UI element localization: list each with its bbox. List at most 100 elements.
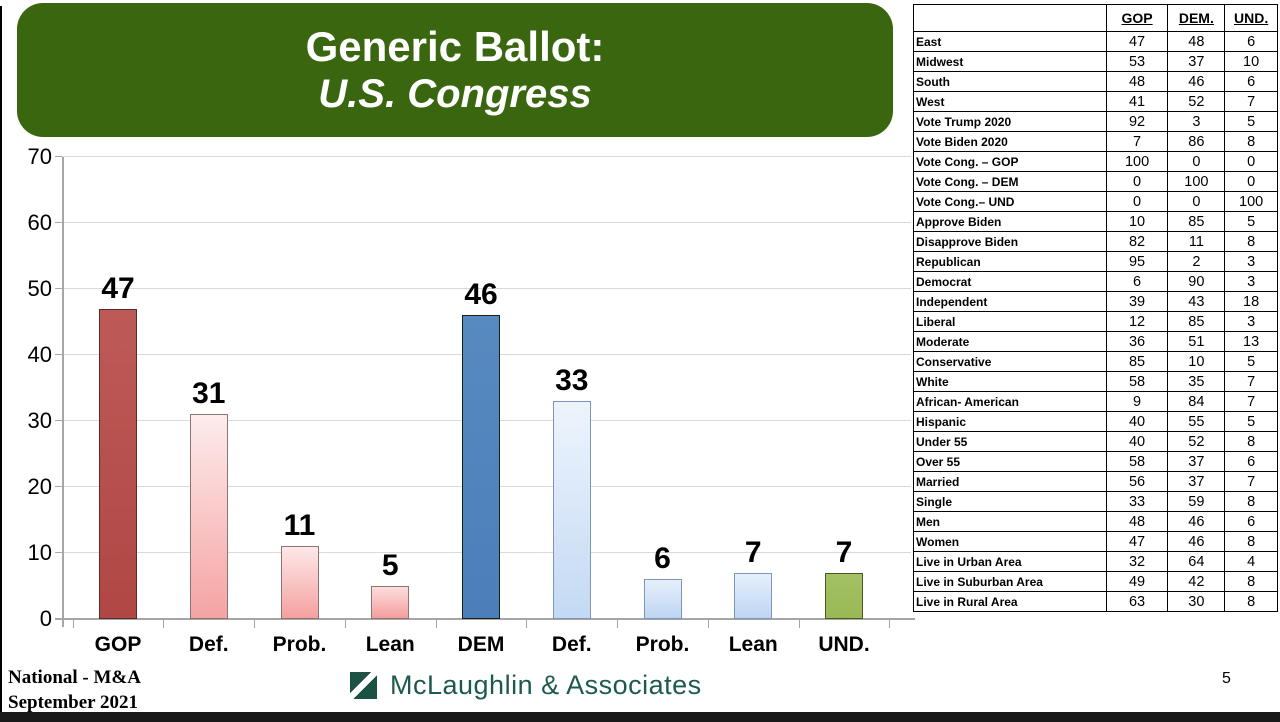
crosstab: GOP DEM. UND. East 47 48 6 Midwest 53 37 10 South 48… (913, 4, 1278, 612)
row-value: 0 (1167, 151, 1226, 172)
row-value: 3 (1167, 111, 1226, 132)
row-label: Live in Rural Area (913, 591, 1107, 612)
row-value: 41 (1105, 91, 1169, 112)
row-value: 8 (1224, 591, 1278, 612)
bar-value-label: 31 (192, 377, 226, 411)
row-label: Women (913, 531, 1107, 552)
x-category-label: DEM (457, 633, 505, 656)
x-category-label: GOP (94, 633, 142, 656)
row-label: Hispanic (913, 411, 1107, 432)
bar-lean-7 (734, 572, 773, 619)
slide-left-border (0, 6, 2, 712)
row-value: 7 (1224, 371, 1278, 392)
table-row: Vote Trump 2020 92 3 5 (913, 111, 1278, 132)
row-value: 82 (1105, 231, 1169, 252)
table-row: Men 48 46 6 (913, 511, 1278, 532)
row-label: South (913, 71, 1107, 92)
row-value: 6 (1105, 271, 1169, 292)
row-value: 33 (1105, 491, 1169, 512)
row-label: Live in Urban Area (913, 551, 1107, 572)
row-value: 10 (1224, 51, 1278, 72)
y-axis-label: 20 (27, 474, 52, 499)
row-value: 58 (1105, 371, 1169, 392)
row-label: Midwest (913, 51, 1107, 72)
row-value: 12 (1105, 311, 1169, 332)
bar-value-label: 47 (101, 271, 135, 305)
x-tick (72, 619, 74, 628)
row-value: 92 (1105, 111, 1169, 132)
table-row: Women 47 46 8 (913, 531, 1278, 552)
x-category-label: Def. (188, 633, 229, 656)
row-value: 48 (1167, 31, 1226, 52)
x-tick (254, 619, 256, 628)
row-value: 8 (1224, 531, 1278, 552)
bar-value-label: 33 (555, 364, 589, 398)
row-value: 100 (1105, 151, 1169, 172)
table-row: Disapprove Biden 82 11 8 (913, 231, 1278, 252)
row-value: 85 (1167, 311, 1226, 332)
bar-value-label: 7 (835, 535, 853, 569)
y-axis-label: 0 (39, 606, 52, 631)
row-value: 40 (1105, 411, 1169, 432)
row-label: Men (913, 511, 1107, 532)
x-tick (707, 619, 709, 628)
row-value: 5 (1224, 351, 1278, 372)
x-tick (344, 619, 346, 628)
x-axis-line (55, 618, 915, 620)
column-header: UND. (1224, 4, 1278, 32)
x-tick (617, 619, 619, 628)
row-value: 5 (1224, 211, 1278, 232)
x-category-label: Prob. (272, 633, 327, 656)
row-value: 8 (1224, 431, 1278, 452)
y-tick (55, 288, 62, 289)
table-row: Married 56 37 7 (913, 471, 1278, 492)
bar-value-label: 46 (464, 278, 498, 312)
bar-und-8 (825, 572, 863, 619)
row-label: Married (913, 471, 1107, 492)
row-value: 40 (1105, 431, 1169, 452)
row-value: 3 (1224, 311, 1278, 332)
table-row: Over 55 58 37 6 (913, 451, 1278, 472)
row-label: Over 55 (913, 451, 1107, 472)
bar-prob-6 (643, 579, 682, 619)
table-row: White 58 35 7 (913, 371, 1278, 392)
row-value: 100 (1167, 171, 1226, 192)
table-row: Independent 39 43 18 (913, 291, 1278, 312)
row-value: 3 (1224, 251, 1278, 272)
row-value: 0 (1224, 151, 1278, 172)
crosstab-table: GOP DEM. UND. East 47 48 6 Midwest 53 37 10 South 48… (913, 4, 1278, 612)
row-value: 10 (1105, 211, 1169, 232)
row-label: Republican (913, 251, 1107, 272)
row-value: 37 (1167, 471, 1226, 492)
row-value: 30 (1167, 591, 1226, 612)
y-gridline (62, 288, 911, 289)
row-value: 37 (1167, 51, 1226, 72)
row-value: 58 (1105, 451, 1169, 472)
row-value: 85 (1167, 211, 1226, 232)
row-label: West (913, 91, 1107, 112)
page-number: 5 (1222, 670, 1231, 687)
row-label: Disapprove Biden (913, 231, 1107, 252)
x-category-label: UND. (818, 633, 870, 656)
row-label: Vote Biden 2020 (913, 131, 1107, 152)
row-label: Independent (913, 291, 1107, 312)
table-row: Midwest 53 37 10 (913, 51, 1278, 72)
row-value: 7 (1224, 391, 1278, 412)
table-row: South 48 46 6 (913, 71, 1278, 92)
slide-subtitle: U.S. Congress (318, 72, 592, 117)
row-value: 11 (1167, 231, 1226, 252)
table-row: Single 33 59 8 (913, 491, 1278, 512)
y-axis-label: 30 (27, 408, 52, 433)
row-label: Liberal (913, 311, 1107, 332)
row-label: Vote Cong.– UND (913, 191, 1107, 212)
y-tick (55, 486, 62, 487)
row-value: 6 (1224, 31, 1278, 52)
row-value: 84 (1167, 391, 1226, 412)
row-value: 46 (1167, 531, 1226, 552)
y-tick (55, 420, 62, 421)
table-row: Conservative 85 10 5 (913, 351, 1278, 372)
table-row: Vote Cong. – GOP 100 0 0 (913, 151, 1278, 172)
bar-gop-0 (99, 308, 137, 619)
row-value: 4 (1224, 551, 1278, 572)
y-axis-line (62, 157, 64, 627)
